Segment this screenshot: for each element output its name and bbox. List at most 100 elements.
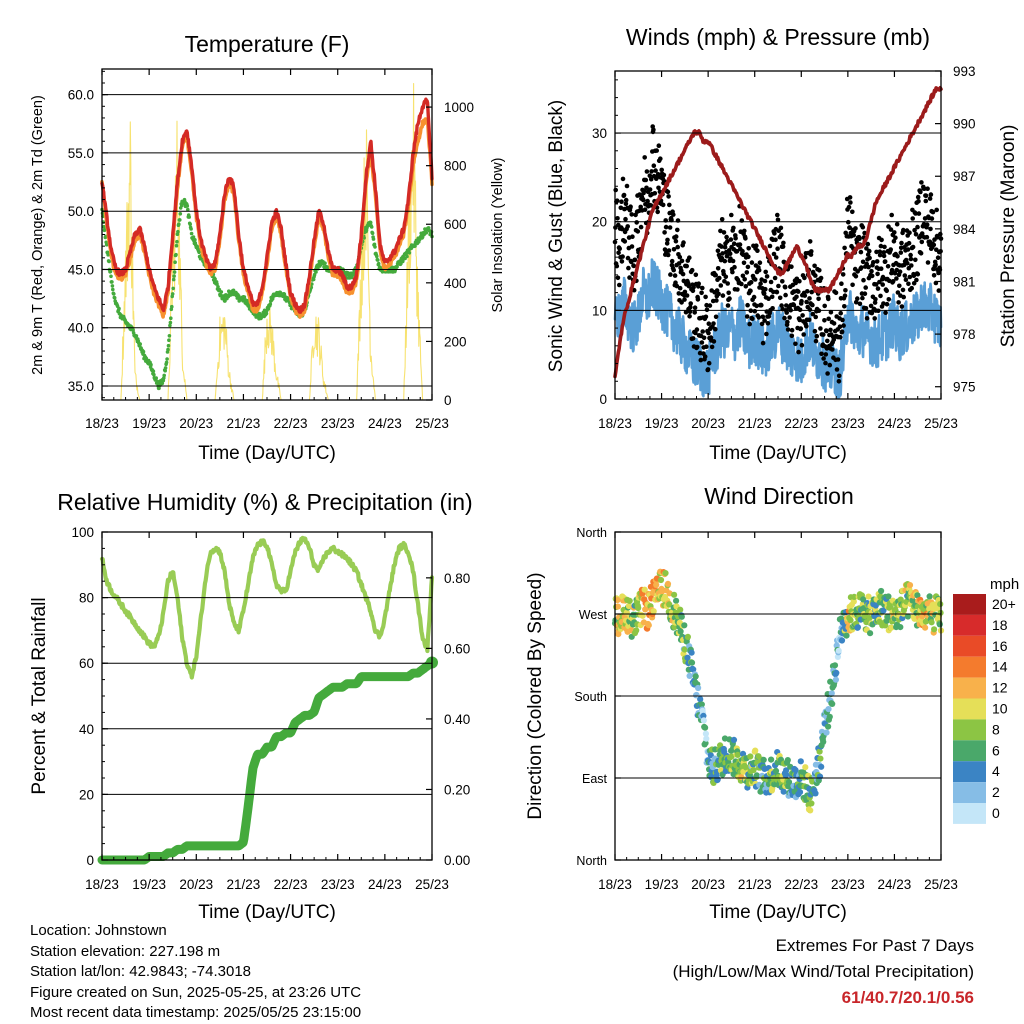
gust-point [707, 303, 713, 308]
direction-point [662, 570, 669, 577]
dewpoint-point [174, 243, 179, 248]
gust-point [871, 260, 876, 265]
direction-point [826, 713, 833, 720]
gust-point [773, 255, 779, 260]
humidity-y-tick-label: 80 [79, 591, 94, 606]
dewpoint-point [242, 295, 247, 299]
direction-point [906, 582, 914, 589]
direction-y-tick-label: East [582, 772, 608, 786]
direction-point [684, 633, 692, 641]
gust-point [918, 251, 924, 256]
gust-point [789, 264, 794, 270]
gust-point [649, 169, 654, 174]
gust-point [928, 226, 933, 232]
winds-x-tick-label: 19/23 [645, 416, 679, 431]
dewpoint-point [191, 235, 196, 239]
gust-point [812, 263, 817, 269]
dewpoint-point [167, 334, 172, 338]
gust-point [924, 234, 930, 240]
gust-point [644, 169, 650, 174]
extremes-values: 61/40.7/20.1/0.56 [841, 988, 974, 1007]
dewpoint-point [186, 207, 190, 212]
gust-point [730, 269, 735, 275]
dewpoint-point [154, 376, 158, 380]
gust-point [671, 267, 676, 273]
gust-point [696, 281, 701, 287]
dewpoint-point [103, 228, 107, 232]
gust-point [653, 168, 658, 173]
dewpoint-point [164, 360, 169, 365]
gust-point [744, 314, 750, 319]
dewpoint-point [323, 261, 327, 266]
gust-point [777, 295, 783, 301]
gust-point [754, 303, 759, 309]
direction-point [664, 580, 672, 588]
gust-point [830, 347, 835, 352]
gust-point [779, 303, 784, 308]
humidity-plot: 18/23 19/23 20/23 21/23 22/23 23/23 24/23 25/23… [71, 525, 470, 892]
gust-point [714, 298, 719, 303]
speed-legend-swatch [953, 614, 986, 636]
gust-point [842, 245, 847, 251]
temperature-x-tick-label: 21/23 [227, 416, 261, 431]
winds-x-tick-label: 22/23 [784, 416, 818, 431]
gust-point [681, 240, 686, 245]
gust-point [909, 285, 914, 291]
gust-point [631, 287, 637, 293]
extremes-summary: Extremes For Past 7 Days (High/Low/Max W… [673, 933, 974, 1011]
gust-point [813, 338, 819, 344]
humidity-y2-tick-label: 0.20 [444, 782, 470, 797]
temperature-x-tick-label: 23/23 [321, 416, 355, 431]
speed-legend-label: 10 [992, 701, 1008, 717]
gust-point [890, 279, 896, 284]
direction-point [747, 753, 754, 760]
gust-point [864, 246, 869, 251]
gust-point [903, 277, 909, 283]
direction-point [909, 597, 916, 604]
gust-point [836, 373, 842, 379]
gust-point [615, 275, 621, 281]
dewpoint-point [168, 323, 172, 328]
gust-point [896, 300, 901, 305]
gust-point [822, 318, 827, 323]
gust-point [818, 326, 823, 331]
gust-point [848, 200, 853, 205]
direction-point [714, 776, 721, 783]
gust-point [796, 349, 801, 355]
direction-point [695, 684, 702, 692]
gust-point [877, 279, 882, 285]
gust-point [799, 298, 804, 304]
speed-legend-swatch [953, 761, 986, 783]
gust-point [743, 284, 749, 289]
total-precip-line [97, 658, 437, 865]
gust-point [804, 299, 809, 305]
dewpoint-point [376, 261, 381, 266]
gust-point [834, 367, 840, 372]
speed-legend-label: 4 [992, 763, 1000, 779]
direction-point [828, 690, 835, 697]
direction-x-tick-label: 25/23 [924, 877, 958, 892]
gust-point [774, 289, 780, 295]
gust-point [658, 156, 663, 161]
gust-point [901, 294, 906, 300]
dewpoint-point [188, 222, 192, 226]
gust-point [807, 307, 813, 312]
gust-point [925, 260, 931, 265]
speed-legend-swatch [953, 698, 986, 720]
gust-point [689, 267, 695, 273]
direction-point [851, 593, 858, 601]
temp-9m-line [100, 117, 434, 319]
gust-point [674, 283, 680, 289]
direction-point [700, 712, 707, 720]
gust-point [873, 296, 878, 302]
gust-point [853, 299, 859, 305]
gust-point [872, 300, 878, 305]
dewpoint-point [268, 302, 273, 306]
gust-point [913, 211, 918, 216]
gust-point [837, 324, 843, 330]
gust-point [897, 283, 902, 289]
gust-point [908, 252, 913, 258]
gust-point [875, 286, 881, 291]
figure-created: Figure created on Sun, 2025-05-25, at 23… [30, 983, 362, 1001]
